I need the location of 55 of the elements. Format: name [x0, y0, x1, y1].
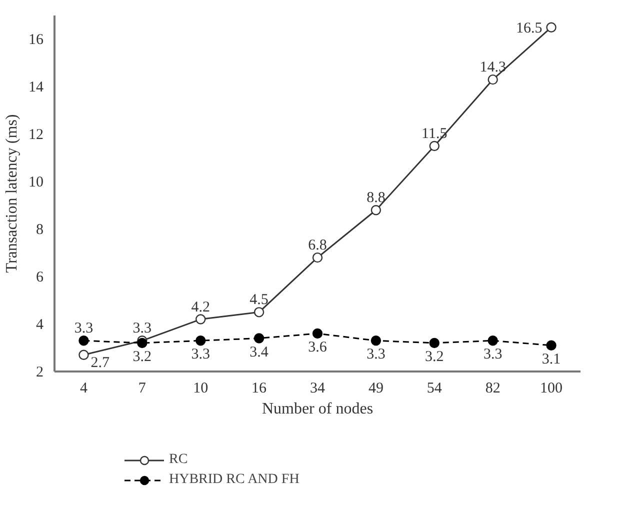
point — [312, 252, 323, 263]
legend-label: HYBRID RC AND FH — [169, 472, 300, 488]
x-tick-label: 4 — [80, 380, 88, 396]
point — [429, 338, 440, 348]
data-label: 8.8 — [366, 190, 386, 206]
point — [254, 307, 264, 318]
data-label: 16.5 — [516, 20, 542, 36]
x-tick-label: 82 — [485, 380, 500, 396]
data-label: 3.3 — [74, 320, 94, 337]
point — [196, 336, 206, 346]
x-tick-label: 49 — [368, 380, 384, 396]
y-tick-label: 4 — [36, 317, 44, 334]
y-tick-label: 14 — [28, 80, 44, 96]
data-label: 3.3 — [191, 346, 210, 363]
x-tick-label: 34 — [310, 380, 326, 396]
y-tick-label: 10 — [28, 174, 44, 191]
data-label: 3.3 — [366, 346, 386, 363]
point — [429, 140, 440, 152]
data-label: 14.3 — [480, 60, 506, 76]
x-tick-label: 7 — [138, 380, 146, 396]
point — [370, 205, 382, 216]
data-label: 3.1 — [542, 351, 561, 368]
x-tick-label: 100 — [540, 380, 563, 396]
point — [312, 328, 323, 339]
y-tick-label: 6 — [36, 270, 44, 286]
data-label: 3.3 — [483, 346, 502, 363]
data-label: 3.2 — [132, 349, 152, 366]
data-label: 3.2 — [425, 349, 444, 366]
x-tick-label: 54 — [426, 380, 442, 396]
y-axis-title: Transaction latency (ms) — [4, 114, 20, 273]
data-label: 4.5 — [250, 292, 268, 308]
point — [78, 336, 89, 346]
point — [137, 338, 148, 348]
data-label: 6.8 — [308, 238, 327, 254]
data-label: 3.3 — [132, 320, 152, 337]
y-tick-label: 8 — [36, 222, 44, 238]
legend-label: RC — [169, 452, 189, 468]
data-label: 2.7 — [90, 354, 110, 371]
data-label: 4.2 — [191, 299, 210, 316]
point — [488, 336, 498, 346]
point — [254, 333, 264, 344]
x-axis-title: Number of nodes — [262, 400, 374, 418]
point — [370, 336, 382, 346]
point — [546, 340, 556, 350]
y-tick-label: 2 — [36, 364, 44, 380]
point — [488, 74, 498, 85]
x-tick-label: 10 — [193, 380, 208, 396]
point — [78, 350, 89, 360]
data-label: 3.6 — [308, 340, 328, 356]
y-tick-label: 16 — [28, 32, 44, 48]
data-label: 3.4 — [250, 344, 269, 360]
y-tick-label: 12 — [28, 127, 44, 144]
point — [196, 314, 206, 324]
point — [546, 22, 556, 32]
x-tick-label: 16 — [252, 380, 268, 396]
